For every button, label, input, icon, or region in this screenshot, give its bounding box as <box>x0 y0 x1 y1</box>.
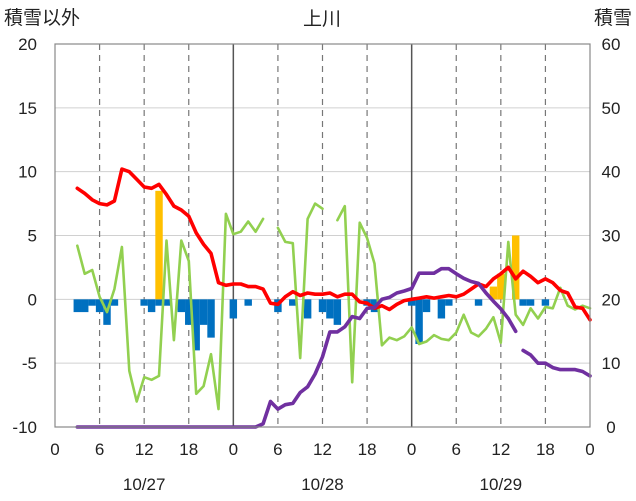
blue-bar <box>207 299 215 338</box>
blue-bar <box>140 299 148 306</box>
right-tick-label: 0 <box>606 418 615 437</box>
right-tick-label: 30 <box>602 227 621 246</box>
blue-bar <box>244 299 252 306</box>
left-tick-label: 20 <box>18 35 37 54</box>
orange-bars <box>155 190 520 300</box>
blue-bar <box>199 299 208 325</box>
green-series-line <box>76 212 265 411</box>
left-tick-label: -5 <box>22 354 37 373</box>
x-tick-label: 18 <box>358 440 377 459</box>
left-tick-label: -10 <box>12 418 37 437</box>
blue-bar <box>185 299 193 325</box>
orange-bar <box>489 286 498 300</box>
blue-bar <box>162 299 171 306</box>
chart-title: 上川 <box>303 8 341 30</box>
x-axis-ticks: 0 6 12 18 0 6 12 18 0 6 12 18 0 <box>50 440 594 459</box>
x-tick-label: 0 <box>407 440 416 459</box>
x-tick-label: 18 <box>179 440 198 459</box>
blue-bar <box>192 299 200 351</box>
right-tick-label: 60 <box>602 35 621 54</box>
date-label: 10/29 <box>480 475 523 494</box>
left-axis-label: 積雪以外 <box>4 7 80 29</box>
blue-bar <box>326 299 334 319</box>
orange-bar <box>511 235 520 300</box>
x-tick-label: 12 <box>313 440 332 459</box>
date-label: 10/28 <box>301 475 344 494</box>
blue-bar <box>73 299 82 313</box>
blue-bar <box>303 299 312 319</box>
date-labels: 10/27 10/28 10/29 <box>123 475 522 494</box>
left-tick-label: 0 <box>28 290 37 309</box>
right-axis-ticks: 60 50 40 30 20 10 0 <box>602 35 621 437</box>
right-tick-label: 10 <box>602 354 621 373</box>
x-tick-label: 0 <box>229 440 238 459</box>
x-tick-label: 18 <box>536 440 555 459</box>
blue-bar <box>526 299 535 306</box>
purple-series-line <box>75 266 518 429</box>
blue-bar <box>445 299 453 306</box>
right-tick-label: 50 <box>602 99 621 118</box>
x-tick-label: 6 <box>452 440 461 459</box>
x-tick-label: 6 <box>95 440 104 459</box>
red-series-line <box>75 167 592 322</box>
blue-bar <box>81 299 89 313</box>
orange-bar <box>155 190 163 300</box>
right-axis-label: 積雪 <box>594 7 632 29</box>
x-tick-label: 0 <box>50 440 59 459</box>
date-label: 10/27 <box>123 475 166 494</box>
blue-bar <box>407 299 416 306</box>
blue-bar <box>147 299 156 313</box>
blue-bar <box>229 299 238 319</box>
blue-bar <box>318 299 327 313</box>
x-tick-label: 12 <box>491 440 510 459</box>
blue-bar <box>437 299 446 319</box>
x-tick-label: 6 <box>273 440 282 459</box>
left-tick-label: 5 <box>28 227 37 246</box>
blue-bar <box>88 299 96 306</box>
x-tick-label: 0 <box>585 440 594 459</box>
plot-frame <box>54 43 591 428</box>
blue-bar <box>177 299 186 313</box>
blue-bar <box>333 299 342 325</box>
left-axis-ticks: 20 15 10 5 0 -5 -10 <box>12 35 37 437</box>
blue-bar <box>541 299 550 306</box>
blue-bar <box>474 299 483 306</box>
left-tick-label: 10 <box>18 163 37 182</box>
lines <box>75 167 592 429</box>
blue-bar <box>95 299 104 313</box>
left-tick-label: 15 <box>18 99 37 118</box>
purple-series-line <box>521 348 592 378</box>
blue-bar <box>519 299 527 306</box>
blue-bar <box>155 299 163 306</box>
right-tick-label: 40 <box>602 163 621 182</box>
blue-bar <box>110 299 119 306</box>
blue-bars <box>73 299 550 351</box>
right-tick-label: 20 <box>602 290 621 309</box>
green-series-line <box>276 202 324 360</box>
blue-bar <box>289 299 297 306</box>
green-series-line <box>336 204 592 384</box>
blue-bar <box>422 299 431 313</box>
blue-bar <box>415 299 423 345</box>
orange-bar <box>497 273 505 300</box>
x-tick-label: 12 <box>135 440 154 459</box>
grid <box>55 44 590 427</box>
